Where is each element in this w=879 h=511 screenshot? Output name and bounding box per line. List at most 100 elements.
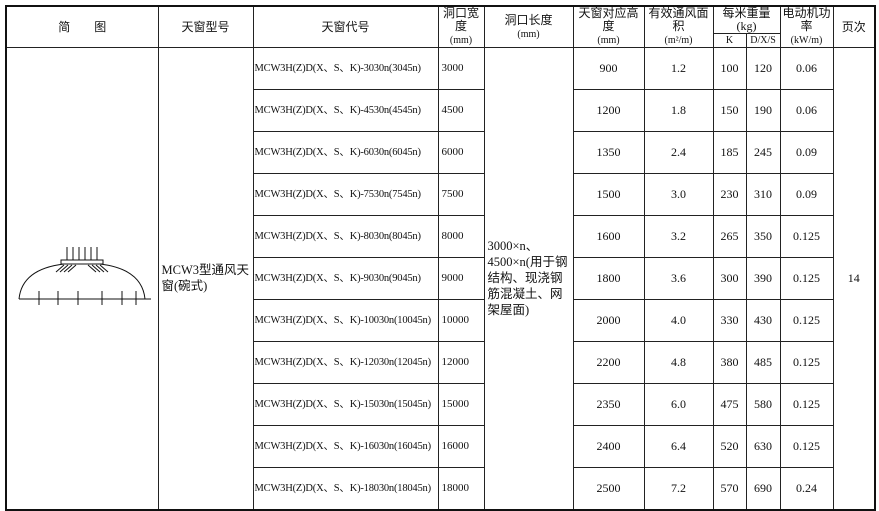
weight-dxs-cell: 120 — [745, 47, 781, 90]
code-cell: MCW3H(Z)D(X、S、K)-12030n(12045n) — [252, 341, 439, 384]
weight-dxs-cell: 390 — [745, 257, 781, 300]
header-area: 有效通风面积 (m²/m) — [643, 5, 714, 48]
height-cell: 1800 — [572, 257, 645, 300]
width-cell: 15000 — [437, 383, 485, 426]
area-cell: 4.8 — [643, 341, 714, 384]
power-cell: 0.125 — [779, 215, 834, 258]
code-cell: MCW3H(Z)D(X、S、K)-7530n(7545n) — [252, 173, 439, 216]
code-cell: MCW3H(Z)D(X、S、K)-4530n(4545n) — [252, 89, 439, 132]
weight-dxs-cell: 690 — [745, 467, 781, 510]
table-row: MCW3H(Z)D(X、S、K)-9030n(9045n) 9000 1800 3.6… — [6, 257, 875, 300]
area-cell: 2.4 — [643, 131, 714, 174]
height-cell: 2000 — [572, 299, 645, 342]
area-cell: 7.2 — [643, 467, 714, 510]
power-cell: 0.09 — [779, 173, 834, 216]
header-weight-dxs: D/X/S — [745, 33, 781, 48]
height-cell: 1600 — [572, 215, 645, 258]
weight-dxs-cell: 580 — [745, 383, 781, 426]
code-cell: MCW3H(Z)D(X、S、K)-8030n(8045n) — [252, 215, 439, 258]
area-cell: 3.6 — [643, 257, 714, 300]
power-cell: 0.24 — [779, 467, 834, 510]
width-cell: 10000 — [437, 299, 485, 342]
width-cell: 18000 — [437, 467, 485, 510]
height-cell: 2400 — [572, 425, 645, 468]
code-cell: MCW3H(Z)D(X、S、K)-3030n(3045n) — [252, 47, 439, 90]
height-cell: 2350 — [572, 383, 645, 426]
weight-k-cell: 520 — [712, 425, 747, 468]
table-row: MCW3型通风天窗(碗式) MCW3H(Z)D(X、S、K)-3030n(3045… — [5, 47, 876, 510]
weight-k-cell: 185 — [712, 131, 747, 174]
height-cell: 2200 — [572, 341, 645, 384]
diagram-cell — [5, 47, 159, 510]
weight-dxs-cell: 190 — [745, 89, 781, 132]
weight-k-cell: 300 — [712, 257, 747, 300]
weight-dxs-cell: 350 — [745, 215, 781, 258]
width-cell: 4500 — [437, 89, 485, 132]
height-cell: 1350 — [572, 131, 645, 174]
weight-k-cell: 570 — [712, 467, 747, 510]
area-cell: 1.2 — [643, 47, 714, 90]
power-cell: 0.125 — [779, 257, 834, 300]
height-cell: 1200 — [572, 89, 645, 132]
weight-k-cell: 150 — [712, 89, 747, 132]
header-power: 电动机功率 (kW/m) — [779, 5, 834, 48]
length-cell: 3000×n、4500×n(用于钢结构、现浇钢筋混凝土、网架屋面) — [483, 47, 574, 510]
header-weight: 每米重量(kg) — [712, 5, 781, 34]
weight-dxs-cell: 630 — [745, 425, 781, 468]
code-cell: MCW3H(Z)D(X、S、K)-6030n(6045n) — [252, 131, 439, 174]
table-row: MCW3H(Z)D(X、S、K)-8030n(8045n) 8000 1600 3.2… — [6, 215, 875, 258]
skylight-spec-table: 简 图 天窗型号 天窗代号 洞口宽度 (mm) 洞口长度 (mm) 天窗对应高度 (m… — [5, 5, 876, 511]
area-cell: 3.0 — [643, 173, 714, 216]
header-diagram: 简 图 — [5, 5, 159, 48]
height-cell: 1500 — [572, 173, 645, 216]
width-cell: 3000 — [437, 47, 485, 90]
area-cell: 1.8 — [643, 89, 714, 132]
header-width: 洞口宽度 (mm) — [437, 5, 485, 48]
table-row: MCW3H(Z)D(X、S、K)-6030n(6045n) 6000 1350 2.4… — [6, 131, 875, 174]
power-cell: 0.125 — [779, 383, 834, 426]
width-cell: 7500 — [437, 173, 485, 216]
power-cell: 0.06 — [779, 47, 834, 90]
width-cell: 6000 — [437, 131, 485, 174]
width-cell: 12000 — [437, 341, 485, 384]
code-cell: MCW3H(Z)D(X、S、K)-16030n(16045n) — [252, 425, 439, 468]
power-cell: 0.125 — [779, 341, 834, 384]
header-page: 页次 — [832, 5, 876, 48]
weight-k-cell: 475 — [712, 383, 747, 426]
width-cell: 8000 — [437, 215, 485, 258]
height-cell: 2500 — [572, 467, 645, 510]
area-cell: 3.2 — [643, 215, 714, 258]
weight-k-cell: 100 — [712, 47, 747, 90]
table-row: MCW3H(Z)D(X、S、K)-15030n(15045n) 15000 2350… — [6, 383, 875, 426]
table-row: MCW3H(Z)D(X、S、K)-12030n(12045n) 12000 2200… — [6, 341, 875, 384]
weight-k-cell: 380 — [712, 341, 747, 384]
power-cell: 0.09 — [779, 131, 834, 174]
header-code: 天窗代号 — [252, 5, 439, 48]
weight-k-cell: 265 — [712, 215, 747, 258]
power-cell: 0.125 — [779, 425, 834, 468]
weight-dxs-cell: 485 — [745, 341, 781, 384]
power-cell: 0.06 — [779, 89, 834, 132]
header-weight-k: K — [712, 33, 747, 48]
power-cell: 0.125 — [779, 299, 834, 342]
table-row: MCW3H(Z)D(X、S、K)-7530n(7545n) 7500 1500 3.0… — [6, 173, 875, 216]
code-cell: MCW3H(Z)D(X、S、K)-18030n(18045n) — [252, 467, 439, 510]
header-height: 天窗对应高度 (mm) — [572, 5, 645, 48]
weight-dxs-cell: 310 — [745, 173, 781, 216]
weight-k-cell: 230 — [712, 173, 747, 216]
weight-dxs-cell: 430 — [745, 299, 781, 342]
area-cell: 6.4 — [643, 425, 714, 468]
bowl-skylight-diagram — [18, 246, 152, 305]
code-cell: MCW3H(Z)D(X、S、K)-10030n(10045n) — [252, 299, 439, 342]
weight-dxs-cell: 245 — [745, 131, 781, 174]
code-cell: MCW3H(Z)D(X、S、K)-9030n(9045n) — [252, 257, 439, 300]
table-row: MCW3H(Z)D(X、S、K)-18030n(18045n) 18000 2500… — [6, 467, 875, 510]
page-cell: 14 — [832, 47, 876, 510]
header-length: 洞口长度 (mm) — [483, 5, 574, 48]
model-cell: MCW3型通风天窗(碗式) — [157, 47, 254, 510]
code-cell: MCW3H(Z)D(X、S、K)-15030n(15045n) — [252, 383, 439, 426]
table-row: MCW3H(Z)D(X、S、K)-16030n(16045n) 16000 2400… — [6, 425, 875, 468]
width-cell: 9000 — [437, 257, 485, 300]
weight-k-cell: 330 — [712, 299, 747, 342]
header-model: 天窗型号 — [157, 5, 254, 48]
